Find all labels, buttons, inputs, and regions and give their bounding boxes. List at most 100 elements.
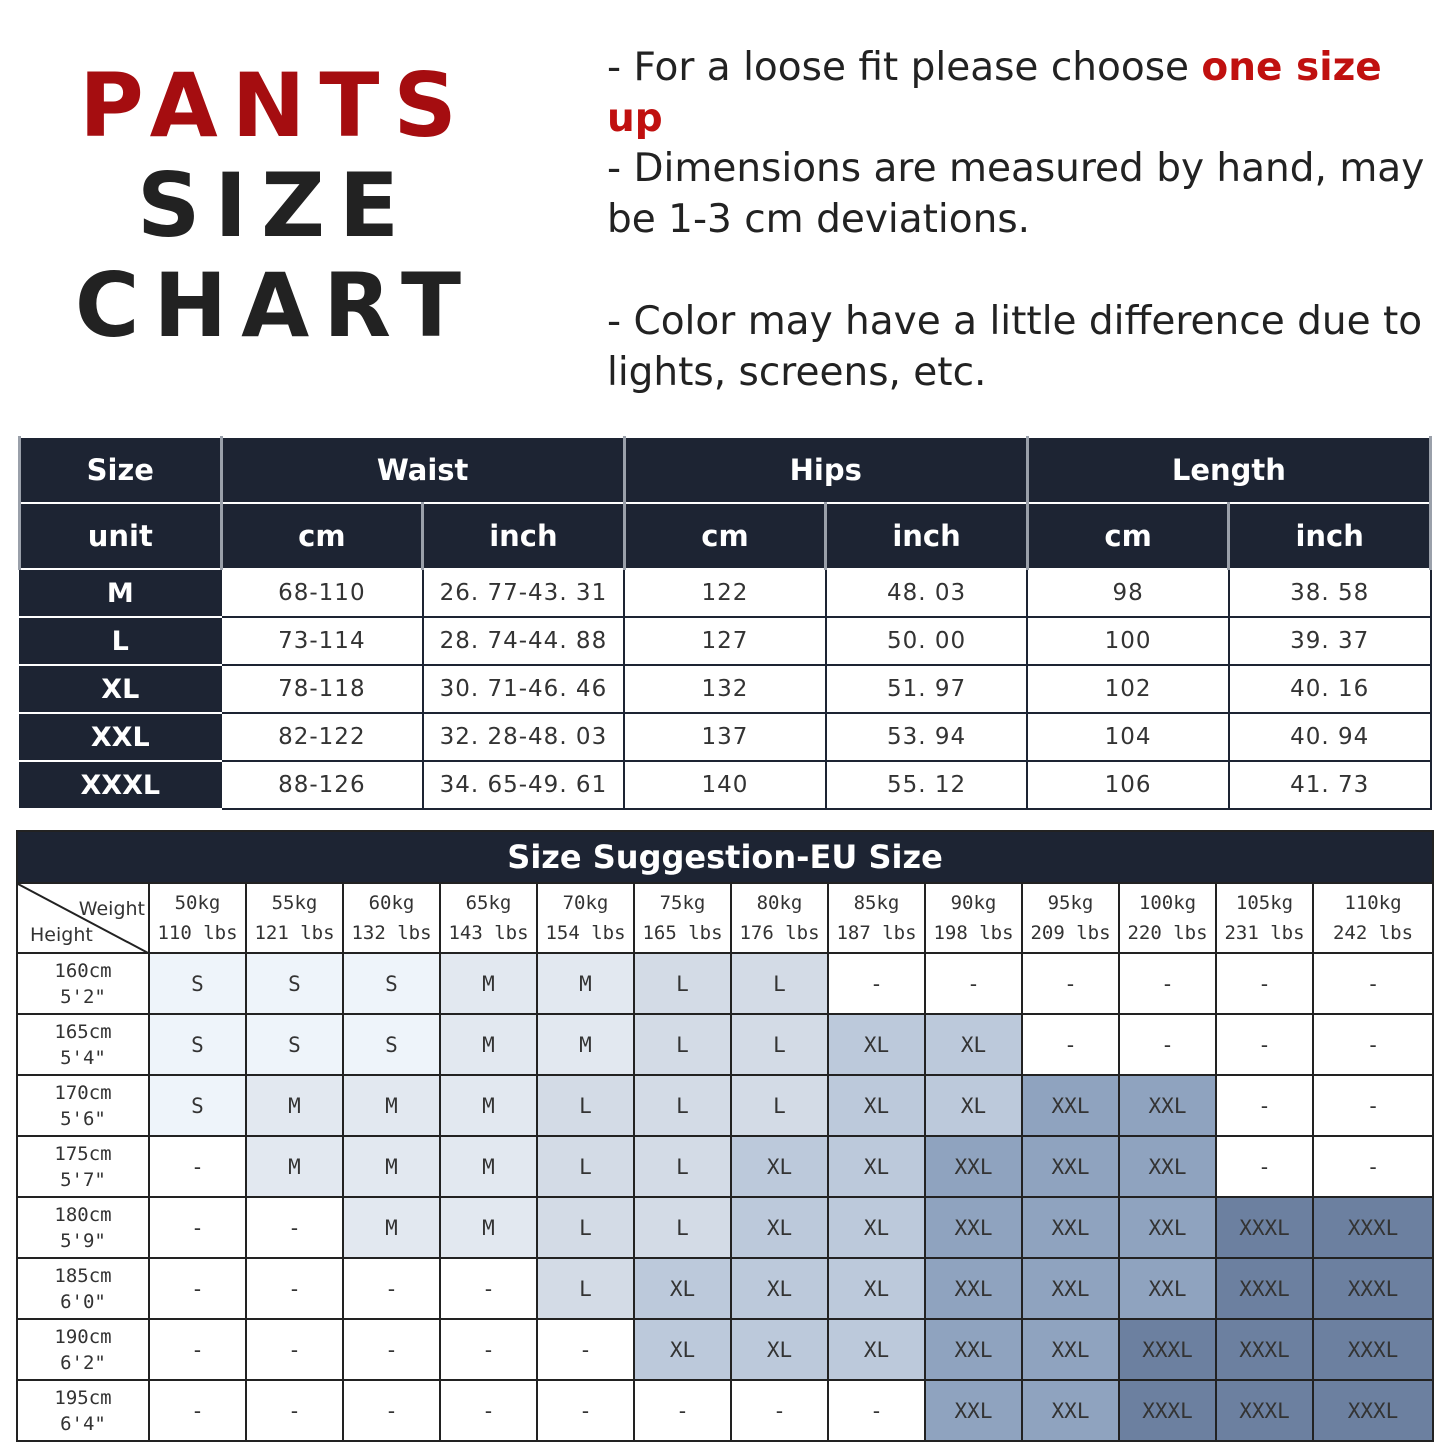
note-text: - For a loose fit please choose bbox=[607, 45, 1202, 90]
size-suggestion-cell: XXL bbox=[924, 1257, 1023, 1320]
weight-lbs: 187 lbs bbox=[836, 922, 917, 944]
weight-lbs: 165 lbs bbox=[642, 922, 723, 944]
size-suggestion-cell: M bbox=[536, 952, 635, 1015]
size-suggestion-cell: L bbox=[730, 1074, 829, 1137]
height-label: 185cm 6'0" bbox=[16, 1257, 150, 1320]
size-suggestion-cell: - bbox=[1215, 1013, 1314, 1076]
measurement-cell: 26. 77-43. 31 bbox=[421, 568, 626, 618]
measurement-cell: 51. 97 bbox=[824, 664, 1029, 714]
weight-kg: 50kg bbox=[174, 892, 221, 914]
measurement-cell: 48. 03 bbox=[824, 568, 1029, 618]
size-label: XXXL bbox=[18, 760, 223, 810]
size-suggestion-cell: - bbox=[342, 1257, 441, 1320]
size-suggestion-cell: L bbox=[633, 1135, 732, 1198]
size-suggestion-cell: - bbox=[536, 1318, 635, 1381]
table-row: 190cm 6'2" - - - - - XL XL XL XXL XXL XXXL XXXL XXXL bbox=[16, 1318, 1435, 1381]
weight-header: 55kg 121 lbs bbox=[245, 882, 344, 954]
measurement-cell: 32. 28-48. 03 bbox=[421, 712, 626, 762]
weight-kg: 90kg bbox=[950, 892, 997, 914]
note-color: - Color may have a little difference due… bbox=[607, 299, 1423, 395]
size-suggestion-cell: XXL bbox=[1021, 1257, 1120, 1320]
note-dimensions: - Dimensions are measured by hand, may b… bbox=[607, 146, 1425, 242]
weight-kg: 75kg bbox=[659, 892, 706, 914]
measurement-cell: 137 bbox=[623, 712, 827, 762]
measurement-cell: 127 bbox=[623, 616, 827, 666]
size-label: XXL bbox=[18, 712, 223, 762]
size-suggestion-cell: XL bbox=[924, 1013, 1023, 1076]
diagonal-line bbox=[18, 884, 150, 954]
size-suggestion-cell: - bbox=[245, 1379, 344, 1442]
header-length: Length bbox=[1025, 436, 1433, 504]
title-chart: CHART bbox=[74, 254, 476, 357]
weight-kg: 60kg bbox=[368, 892, 415, 914]
size-suggestion-cell: XXXL bbox=[1311, 1318, 1435, 1381]
size-suggestion-cell: S bbox=[245, 952, 344, 1015]
height-label: 160cm 5'2" bbox=[16, 952, 150, 1015]
size-suggestion-cell: - bbox=[148, 1379, 247, 1442]
measurement-cell: 88-126 bbox=[220, 760, 424, 810]
size-suggestion-cell: M bbox=[439, 1013, 538, 1076]
size-suggestion-cell: XXXL bbox=[1311, 1196, 1435, 1259]
size-suggestion-cell: XXXL bbox=[1215, 1257, 1314, 1320]
size-suggestion-cell: - bbox=[1021, 1013, 1120, 1076]
measurement-cell: 82-122 bbox=[220, 712, 424, 762]
table-row: 195cm 6'4" - - - - - - - - XXL XXL XXXL XXXL XXXL bbox=[16, 1379, 1435, 1442]
title-pants: PANTS bbox=[79, 54, 471, 157]
size-suggestion-cell: XXL bbox=[1118, 1196, 1217, 1259]
measurement-cell: 41. 73 bbox=[1227, 760, 1432, 810]
measurement-cell: 98 bbox=[1026, 568, 1230, 618]
header-size: Size bbox=[18, 436, 223, 504]
unit-header-3: cm bbox=[622, 502, 828, 570]
unit-header-1: cm bbox=[219, 502, 425, 570]
size-suggestion-cell: XL bbox=[827, 1318, 926, 1381]
corner-cell: Weight Height bbox=[16, 882, 150, 954]
size-suggestion-cell: L bbox=[730, 1013, 829, 1076]
size-suggestion-cell: - bbox=[633, 1379, 732, 1442]
size-suggestion-cell: XXXL bbox=[1215, 1318, 1314, 1381]
size-suggestion-cell: XL bbox=[827, 1135, 926, 1198]
size-suggestion-cell: M bbox=[439, 1135, 538, 1198]
size-suggestion-cell: XXXL bbox=[1215, 1196, 1314, 1259]
height-ft: 5'7" bbox=[60, 1168, 106, 1191]
size-suggestion-cell: XL bbox=[730, 1318, 829, 1381]
size-suggestion-cell: XXL bbox=[1118, 1074, 1217, 1137]
weight-kg: 65kg bbox=[465, 892, 512, 914]
size-suggestion-cell: - bbox=[439, 1318, 538, 1381]
height-ft: 5'6" bbox=[60, 1107, 106, 1130]
size-suggestion-cell: XXL bbox=[1118, 1135, 1217, 1198]
weight-kg: 100kg bbox=[1138, 892, 1197, 914]
size-suggestion-cell: S bbox=[148, 1013, 247, 1076]
measurement-cell: 30. 71-46. 46 bbox=[421, 664, 626, 714]
size-suggestion-cell: - bbox=[1215, 1135, 1314, 1198]
weight-header: 90kg 198 lbs bbox=[924, 882, 1023, 954]
size-suggestion-cell: XXXL bbox=[1118, 1318, 1217, 1381]
height-ft: 6'2" bbox=[60, 1351, 106, 1374]
height-cm: 175cm bbox=[54, 1142, 112, 1165]
size-suggestion-cell: XXL bbox=[1021, 1074, 1120, 1137]
measurement-cell: 39. 37 bbox=[1227, 616, 1432, 666]
size-suggestion-cell: M bbox=[342, 1196, 441, 1259]
weight-kg: 110kg bbox=[1344, 892, 1402, 914]
measurement-cell: 34. 65-49. 61 bbox=[421, 760, 626, 810]
height-cm: 170cm bbox=[54, 1081, 112, 1104]
size-suggestion-cell: L bbox=[536, 1074, 635, 1137]
size-suggestion-cell: M bbox=[439, 952, 538, 1015]
measurement-cell: 28. 74-44. 88 bbox=[421, 616, 626, 666]
size-suggestion-cell: XXL bbox=[924, 1196, 1023, 1259]
weight-kg: 55kg bbox=[271, 892, 318, 914]
size-suggestion-cell: L bbox=[730, 952, 829, 1015]
size-suggestion-cell: XXL bbox=[1021, 1135, 1120, 1198]
size-label: M bbox=[18, 568, 223, 618]
table-row: 160cm 5'2" S S S M M L L - - - - - - bbox=[16, 952, 1435, 1015]
weight-header: 110kg 242 lbs bbox=[1311, 882, 1435, 954]
size-suggestion-cell: XL bbox=[730, 1257, 829, 1320]
weight-lbs: 242 lbs bbox=[1332, 922, 1414, 944]
size-table: Size Waist Hips Length unit cm inch cm inch c… bbox=[18, 436, 1433, 810]
weight-lbs: 132 lbs bbox=[351, 922, 432, 944]
size-suggestion-cell: - bbox=[148, 1196, 247, 1259]
weight-lbs: 110 lbs bbox=[157, 922, 238, 944]
height-cm: 180cm bbox=[54, 1203, 112, 1226]
size-suggestion-cell: - bbox=[536, 1379, 635, 1442]
group-header-row: Size Waist Hips Length bbox=[18, 436, 1433, 504]
size-suggestion-cell: - bbox=[1215, 1074, 1314, 1137]
